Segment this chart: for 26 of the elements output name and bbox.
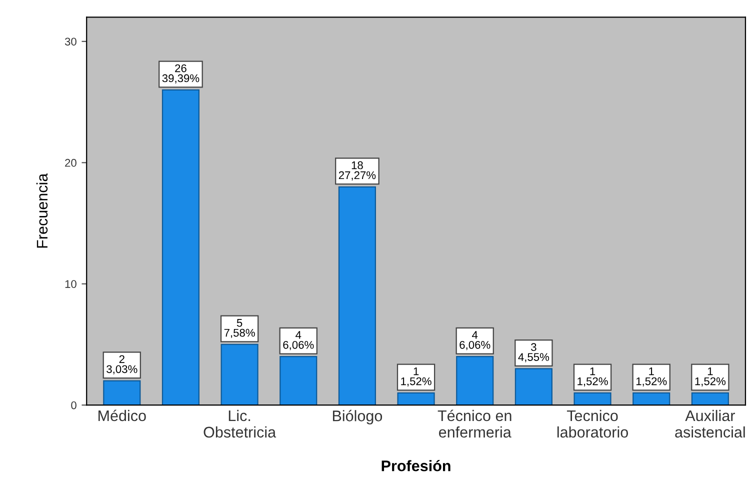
y-tick-label: 30 [64, 38, 76, 46]
data-label: 5 7,58% [224, 319, 255, 338]
x-axis-title: Profesión [382, 460, 450, 472]
data-label: 1 1,52% [578, 367, 608, 387]
data-label: 18 27,27% [338, 161, 376, 180]
data-label: 1 1,52% [695, 367, 726, 387]
x-tick-label: Tecnico laboratorio [557, 410, 628, 438]
y-axis-title: Frecuencia [36, 173, 48, 248]
x-tick-label: Técnico en enfermeria [438, 410, 512, 438]
data-label: 4 6,06% [283, 331, 314, 350]
data-label: 2 3,03% [106, 355, 138, 374]
data-label: 26 39,39% [162, 64, 200, 84]
y-tick-label: 0 [71, 401, 76, 410]
data-label: 4 6,06% [460, 331, 490, 350]
y-tick-label: 10 [65, 280, 76, 288]
x-tick-label: Lic. Obstetricia [204, 410, 276, 438]
data-label: 1 1,52% [401, 367, 432, 387]
bar [514, 368, 552, 406]
data-label: 3 4,55% [518, 343, 550, 362]
y-tick-label: 20 [65, 158, 76, 167]
bar [456, 356, 494, 406]
x-tick-label: Auxiliar asistencial [675, 410, 745, 438]
bar [280, 356, 318, 406]
data-label: 1 1,52% [636, 367, 667, 387]
x-tick-label: Médico [98, 410, 146, 422]
x-tick-label: Biólogo [332, 410, 382, 424]
